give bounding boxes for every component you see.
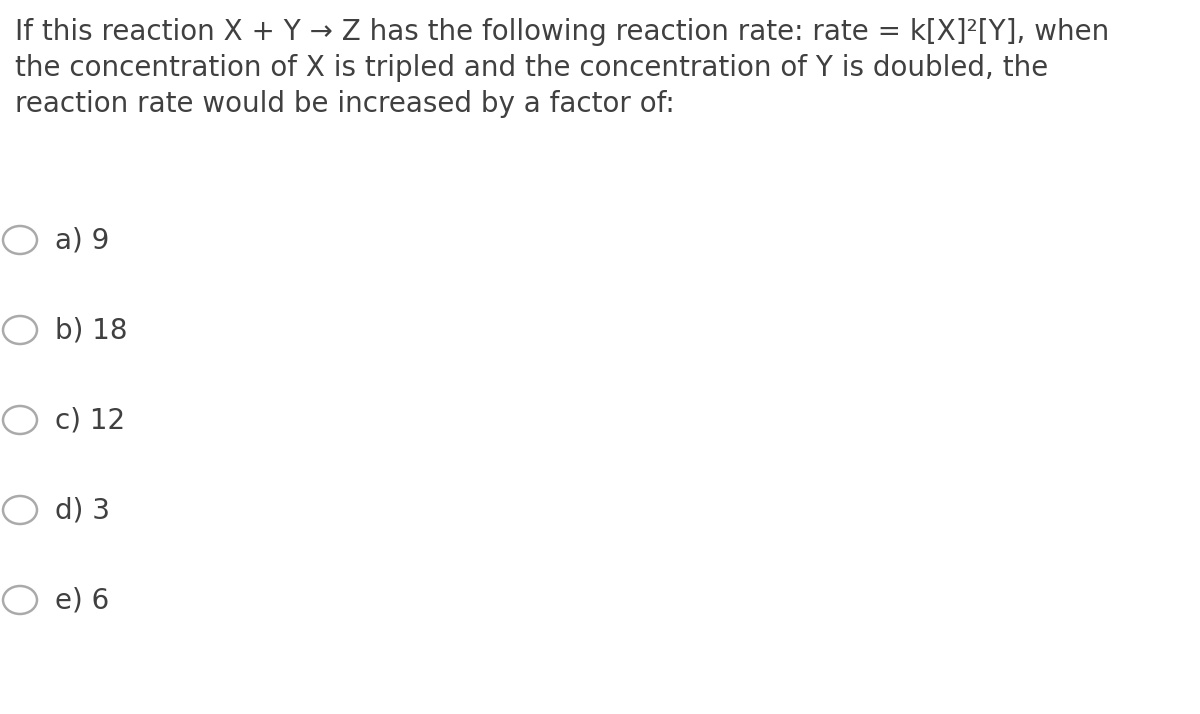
Text: e) 6: e) 6 [55,586,109,614]
Text: b) 18: b) 18 [55,316,127,344]
Text: If this reaction X + Y → Z has the following reaction rate: rate = k[X]²[Y], whe: If this reaction X + Y → Z has the follo… [14,18,1109,46]
Text: c) 12: c) 12 [55,406,125,434]
Text: a) 9: a) 9 [55,226,109,254]
Text: d) 3: d) 3 [55,496,110,524]
Text: the concentration of X is tripled and the concentration of Y is doubled, the: the concentration of X is tripled and th… [14,54,1049,82]
Text: reaction rate would be increased by a factor of:: reaction rate would be increased by a fa… [14,90,674,118]
